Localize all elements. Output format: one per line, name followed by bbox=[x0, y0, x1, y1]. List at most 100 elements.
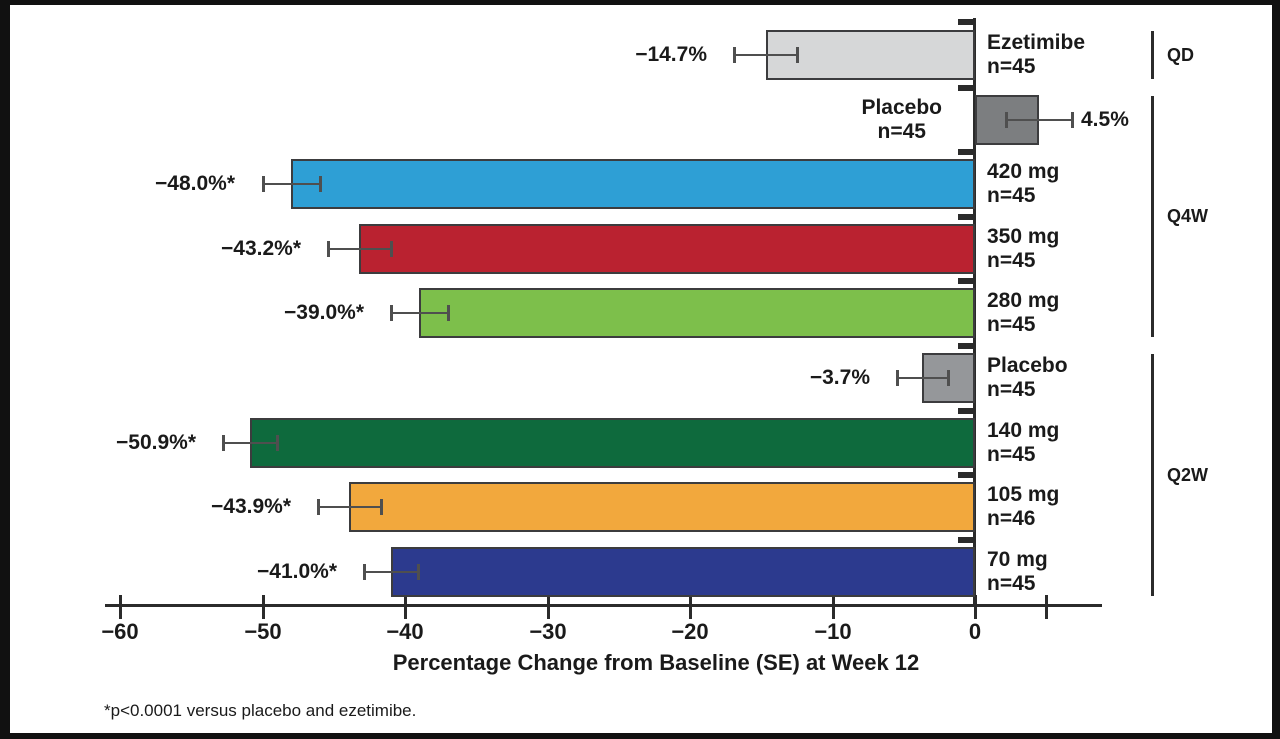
dose-label-line: n=45 bbox=[987, 572, 1036, 595]
dose-label-350-mg-3: 350 mg n=45 bbox=[987, 224, 1059, 274]
value-label-70-mg-8: −41.0%* bbox=[257, 560, 337, 583]
value-label-placebo-5: −3.7% bbox=[809, 366, 870, 389]
value-label-280-mg-4: −39.0%* bbox=[284, 301, 364, 324]
dose-label-line: 420 mg bbox=[987, 160, 1060, 183]
error-bar-line-105-mg-7 bbox=[318, 506, 381, 508]
error-bar-line-350-mg-3 bbox=[328, 248, 391, 250]
x-axis-line bbox=[105, 604, 1102, 607]
error-bar-cap-placebo-1 bbox=[1005, 112, 1008, 128]
category-tick bbox=[958, 85, 976, 91]
x-axis-tick bbox=[262, 595, 265, 619]
error-bar-line-280-mg-4 bbox=[391, 312, 448, 314]
error-bar-line-420-mg-2 bbox=[263, 183, 320, 185]
x-axis-tick bbox=[1045, 595, 1048, 619]
dose-label-420-mg-2: 420 mg n=45 bbox=[987, 159, 1059, 209]
error-bar-line-placebo-1 bbox=[1006, 119, 1072, 121]
error-bar-line-70-mg-8 bbox=[364, 571, 418, 573]
dose-label-line: Ezetimibe bbox=[987, 31, 1086, 54]
dose-label-line: 280 mg bbox=[987, 289, 1060, 312]
dose-label-line: 105 mg bbox=[987, 483, 1060, 506]
dose-label-line: n=45 bbox=[987, 443, 1036, 466]
bar-chart-plot-area: −60 −50 −40 −30 −20 −10 0 −14.7% Ezetimibe n=45 4.… bbox=[10, 5, 1272, 733]
dose-label-line: 70 mg bbox=[987, 548, 1048, 571]
dose-label-280-mg-4: 280 mg n=45 bbox=[987, 288, 1059, 338]
category-tick bbox=[958, 408, 976, 414]
group-bracket-q2w bbox=[1151, 354, 1154, 596]
error-bar-cap-placebo-5 bbox=[896, 370, 899, 386]
x-axis-tick bbox=[119, 595, 122, 619]
error-bar-cap-350-mg-3 bbox=[390, 241, 393, 257]
dose-label-ezetimibe-0: Ezetimibe n=45 bbox=[987, 30, 1085, 80]
x-tick-label: −40 bbox=[386, 619, 424, 644]
group-label-qd: QD bbox=[1167, 44, 1194, 65]
bar-140-mg-6 bbox=[250, 418, 975, 468]
x-axis-tick bbox=[832, 595, 835, 619]
error-bar-cap-ezetimibe-0 bbox=[796, 47, 799, 63]
dose-label-line: Placebo bbox=[987, 354, 1068, 377]
group-label-q4w: Q4W bbox=[1167, 206, 1209, 226]
bar-420-mg-2 bbox=[291, 159, 975, 209]
error-bar-cap-140-mg-6 bbox=[222, 435, 225, 451]
dose-label-line: 140 mg bbox=[987, 419, 1060, 442]
dose-label-line: n=45 bbox=[987, 249, 1036, 272]
error-bar-cap-70-mg-8 bbox=[417, 564, 420, 580]
dose-label-line: n=45 bbox=[987, 55, 1036, 78]
dose-label-line: n=45 bbox=[877, 120, 926, 143]
category-tick bbox=[958, 149, 976, 155]
error-bar-cap-140-mg-6 bbox=[276, 435, 279, 451]
bar-70-mg-8 bbox=[391, 547, 975, 597]
x-axis-tick bbox=[974, 595, 977, 619]
bar-105-mg-7 bbox=[349, 482, 975, 532]
dose-label-line: n=45 bbox=[987, 313, 1036, 336]
x-tick-label: 0 bbox=[968, 619, 982, 644]
error-bar-cap-350-mg-3 bbox=[327, 241, 330, 257]
value-label-420-mg-2: −48.0%* bbox=[155, 172, 235, 195]
category-tick bbox=[958, 537, 976, 543]
x-tick-label: −60 bbox=[101, 619, 139, 644]
value-label-140-mg-6: −50.9%* bbox=[116, 431, 196, 454]
error-bar-cap-placebo-1 bbox=[1071, 112, 1074, 128]
category-tick bbox=[958, 214, 976, 220]
category-tick bbox=[958, 19, 976, 25]
x-axis-tick bbox=[547, 595, 550, 619]
dose-label-105-mg-7: 105 mg n=46 bbox=[987, 482, 1059, 532]
error-bar-line-placebo-5 bbox=[897, 377, 948, 379]
error-bar-cap-105-mg-7 bbox=[317, 499, 320, 515]
error-bar-cap-placebo-5 bbox=[947, 370, 950, 386]
error-bar-cap-ezetimibe-0 bbox=[733, 47, 736, 63]
value-label-105-mg-7: −43.9%* bbox=[211, 495, 291, 518]
dose-label-placebo-5: Placebo n=45 bbox=[987, 353, 1068, 403]
error-bar-line-ezetimibe-0 bbox=[734, 54, 797, 56]
x-axis-title: Percentage Change from Baseline (SE) at … bbox=[392, 650, 920, 675]
category-tick bbox=[958, 343, 976, 349]
group-bracket-q4w bbox=[1151, 96, 1154, 337]
error-bar-line-140-mg-6 bbox=[223, 442, 277, 444]
x-tick-label: −30 bbox=[529, 619, 567, 644]
dose-label-line: Placebo bbox=[861, 96, 942, 119]
error-bar-cap-420-mg-2 bbox=[262, 176, 265, 192]
error-bar-cap-280-mg-4 bbox=[390, 305, 393, 321]
dose-label-placebo-1: Placebo n=45 bbox=[861, 95, 942, 145]
group-label-q2w: Q2W bbox=[1167, 464, 1209, 485]
bar-280-mg-4 bbox=[419, 288, 975, 338]
value-label-ezetimibe-0: −14.7% bbox=[635, 43, 707, 66]
value-label-350-mg-3: −43.2%* bbox=[221, 237, 301, 260]
x-tick-label: −20 bbox=[671, 619, 709, 644]
dose-label-140-mg-6: 140 mg n=45 bbox=[987, 418, 1059, 468]
x-tick-label: −10 bbox=[814, 619, 852, 644]
category-tick bbox=[958, 472, 976, 478]
dose-label-line: 350 mg bbox=[987, 225, 1060, 248]
dose-label-70-mg-8: 70 mg n=45 bbox=[987, 547, 1048, 597]
x-axis-tick bbox=[404, 595, 407, 619]
footnote: *p<0.0001 versus placebo and ezetimibe. bbox=[104, 701, 417, 720]
dose-label-line: n=45 bbox=[987, 378, 1036, 401]
value-label-placebo-1: 4.5% bbox=[1081, 108, 1129, 131]
group-bracket-qd bbox=[1151, 31, 1154, 79]
category-tick bbox=[958, 278, 976, 284]
dose-label-line: n=46 bbox=[987, 507, 1036, 530]
dose-label-line: n=45 bbox=[987, 184, 1036, 207]
error-bar-cap-280-mg-4 bbox=[447, 305, 450, 321]
error-bar-cap-105-mg-7 bbox=[380, 499, 383, 515]
bar-350-mg-3 bbox=[359, 224, 975, 274]
